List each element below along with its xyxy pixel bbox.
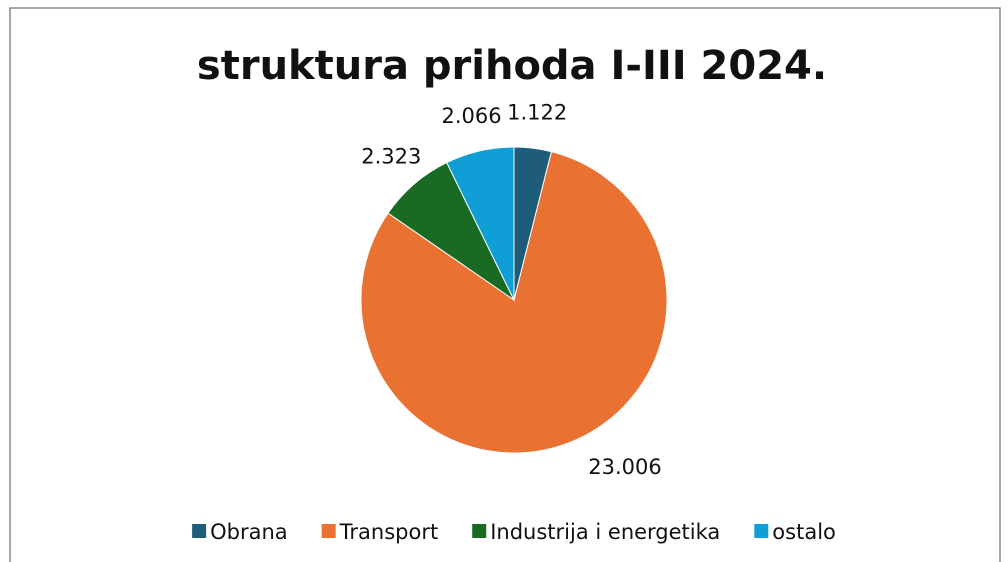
legend-swatch <box>754 524 769 538</box>
data-label: 23.006 <box>588 455 661 479</box>
data-label: 2.323 <box>361 145 421 169</box>
pie-slice <box>360 151 668 454</box>
chart-frame <box>9 7 1001 562</box>
chart-title: struktura prihoda I-III 2024. <box>197 43 827 89</box>
legend-swatch <box>472 524 487 538</box>
legend-swatch <box>192 524 207 538</box>
legend-label: Transport <box>339 520 439 544</box>
data-label: 2.066 <box>442 104 502 128</box>
data-label: 1.122 <box>507 100 567 124</box>
legend-label: ostalo <box>772 520 836 544</box>
legend-swatch <box>321 524 336 538</box>
legend-label: Industrija i energetika <box>490 520 720 544</box>
legend-label: Obrana <box>210 520 288 544</box>
pie-slice <box>446 146 515 301</box>
